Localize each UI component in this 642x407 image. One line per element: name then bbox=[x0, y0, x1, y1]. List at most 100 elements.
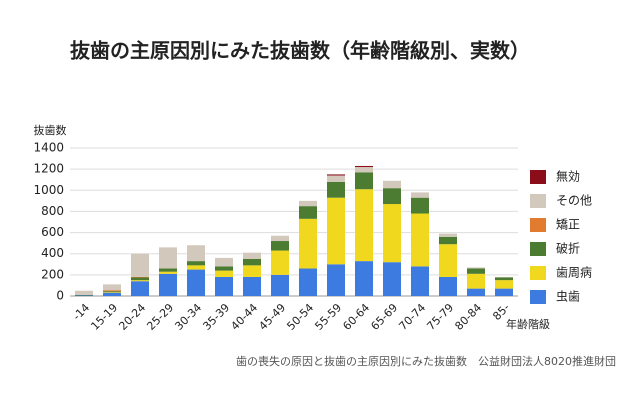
bar-segment bbox=[383, 204, 401, 263]
bar-segment bbox=[215, 276, 233, 296]
y-tick-label: 1400 bbox=[33, 141, 64, 155]
source-note: 歯の喪失の原因と抜歯の主原因別にみた抜歯数 公益財団法人8020推進財団 bbox=[236, 354, 616, 368]
bar-segment bbox=[159, 271, 177, 274]
bar-segment bbox=[439, 236, 457, 245]
y-tick-label: 1000 bbox=[33, 183, 64, 197]
bar-segment bbox=[495, 277, 513, 281]
bar-segment bbox=[495, 288, 513, 296]
bar-segment bbox=[131, 280, 149, 282]
x-tick-label: 60-64 bbox=[340, 301, 372, 333]
x-tick-label: 75-79 bbox=[424, 301, 456, 333]
bar-segment bbox=[439, 276, 457, 296]
y-tick-label: 800 bbox=[41, 204, 64, 218]
x-tick-label: 55-59 bbox=[312, 301, 344, 333]
bar-segment bbox=[495, 276, 513, 278]
x-tick-label: -14 bbox=[70, 301, 92, 323]
bar-segment bbox=[159, 273, 177, 296]
bar-segment bbox=[271, 274, 289, 296]
bar-segment bbox=[243, 259, 261, 266]
x-tick-label: 50-54 bbox=[284, 301, 316, 333]
legend-label: その他 bbox=[556, 194, 592, 208]
legend-swatch bbox=[530, 290, 546, 304]
bar-segment bbox=[299, 200, 317, 207]
x-tick-label: 25-29 bbox=[144, 301, 176, 333]
bar-segment bbox=[75, 290, 93, 295]
bar-segment bbox=[327, 175, 345, 182]
y-tick-label: 1200 bbox=[33, 162, 64, 176]
x-tick-label: 70-74 bbox=[396, 301, 428, 333]
bar-segment bbox=[411, 266, 429, 296]
bar-segment bbox=[327, 181, 345, 198]
bar-segment bbox=[467, 267, 485, 269]
legend-swatch bbox=[530, 218, 546, 232]
bar-segment bbox=[131, 253, 149, 277]
y-axis-label: 抜歯数 bbox=[34, 123, 67, 137]
bar-segment bbox=[187, 245, 205, 262]
bar-segment bbox=[271, 235, 289, 242]
y-tick-label: 600 bbox=[41, 225, 64, 239]
bar-segment bbox=[383, 188, 401, 205]
bar-segment bbox=[411, 197, 429, 214]
x-tick-label: 30-34 bbox=[172, 301, 204, 333]
bar-segment bbox=[215, 257, 233, 267]
bar-segment bbox=[243, 265, 261, 277]
legend-swatch bbox=[530, 266, 546, 280]
bar-segment bbox=[131, 277, 149, 281]
bar-segment bbox=[327, 264, 345, 296]
bar-segment bbox=[355, 165, 373, 168]
legend-swatch bbox=[530, 170, 546, 184]
bar-segment bbox=[327, 197, 345, 265]
legend-label: 歯周病 bbox=[556, 265, 592, 280]
bar-segment bbox=[439, 244, 457, 277]
bar-segment bbox=[187, 269, 205, 296]
bar-segment bbox=[271, 250, 289, 275]
bar-segment bbox=[355, 167, 373, 173]
bar-segment bbox=[299, 268, 317, 296]
chart-title: 抜歯の主原因別にみた抜歯数（年齢階級別、実数） bbox=[70, 39, 530, 63]
x-tick-label: 40-44 bbox=[228, 301, 260, 333]
legend-swatch bbox=[530, 242, 546, 256]
bar-segment bbox=[467, 273, 485, 289]
bar-segment bbox=[103, 291, 121, 293]
bar-segment bbox=[439, 233, 457, 237]
bar-segment bbox=[131, 276, 149, 278]
x-tick-label: 20-24 bbox=[116, 301, 148, 333]
bar-segment bbox=[327, 174, 345, 176]
bar-segment bbox=[383, 180, 401, 189]
x-tick-label: 35-39 bbox=[200, 301, 232, 333]
x-tick-label: 15-19 bbox=[88, 301, 120, 333]
legend-label: 破折 bbox=[556, 241, 580, 256]
bar-segment bbox=[467, 288, 485, 296]
bar-segment bbox=[355, 172, 373, 190]
bar-segment bbox=[103, 290, 121, 292]
bar-segment bbox=[355, 261, 373, 296]
bar-segment bbox=[271, 241, 289, 251]
x-tick-label: 45-49 bbox=[256, 301, 288, 333]
bar-segment bbox=[103, 292, 121, 296]
y-tick-label: 0 bbox=[56, 289, 64, 303]
bar-segment bbox=[215, 266, 233, 271]
bar-segment bbox=[187, 261, 205, 266]
bar-segment bbox=[159, 268, 177, 272]
x-tick-label: 80-84 bbox=[452, 301, 484, 333]
bar-segment bbox=[243, 276, 261, 296]
bar-segment bbox=[187, 265, 205, 270]
y-tick-label: 400 bbox=[41, 246, 64, 260]
x-axis-label: 年齢階級 bbox=[506, 317, 550, 331]
bar-segment bbox=[159, 247, 177, 269]
x-tick-label: 65-69 bbox=[368, 301, 400, 333]
bar-segment bbox=[299, 206, 317, 219]
bar-segment bbox=[243, 252, 261, 259]
legend-label: 虫歯 bbox=[556, 290, 580, 304]
bar-segment bbox=[411, 213, 429, 267]
legend-label: 矯正 bbox=[556, 218, 580, 232]
bar-segment bbox=[467, 268, 485, 274]
bar-segment bbox=[383, 262, 401, 296]
bar-segment bbox=[131, 281, 149, 296]
bar-segment bbox=[495, 280, 513, 289]
bar-segment bbox=[215, 270, 233, 277]
legend-label: 無効 bbox=[556, 169, 580, 184]
bar-segment bbox=[75, 295, 93, 296]
bar-segment bbox=[103, 292, 121, 293]
